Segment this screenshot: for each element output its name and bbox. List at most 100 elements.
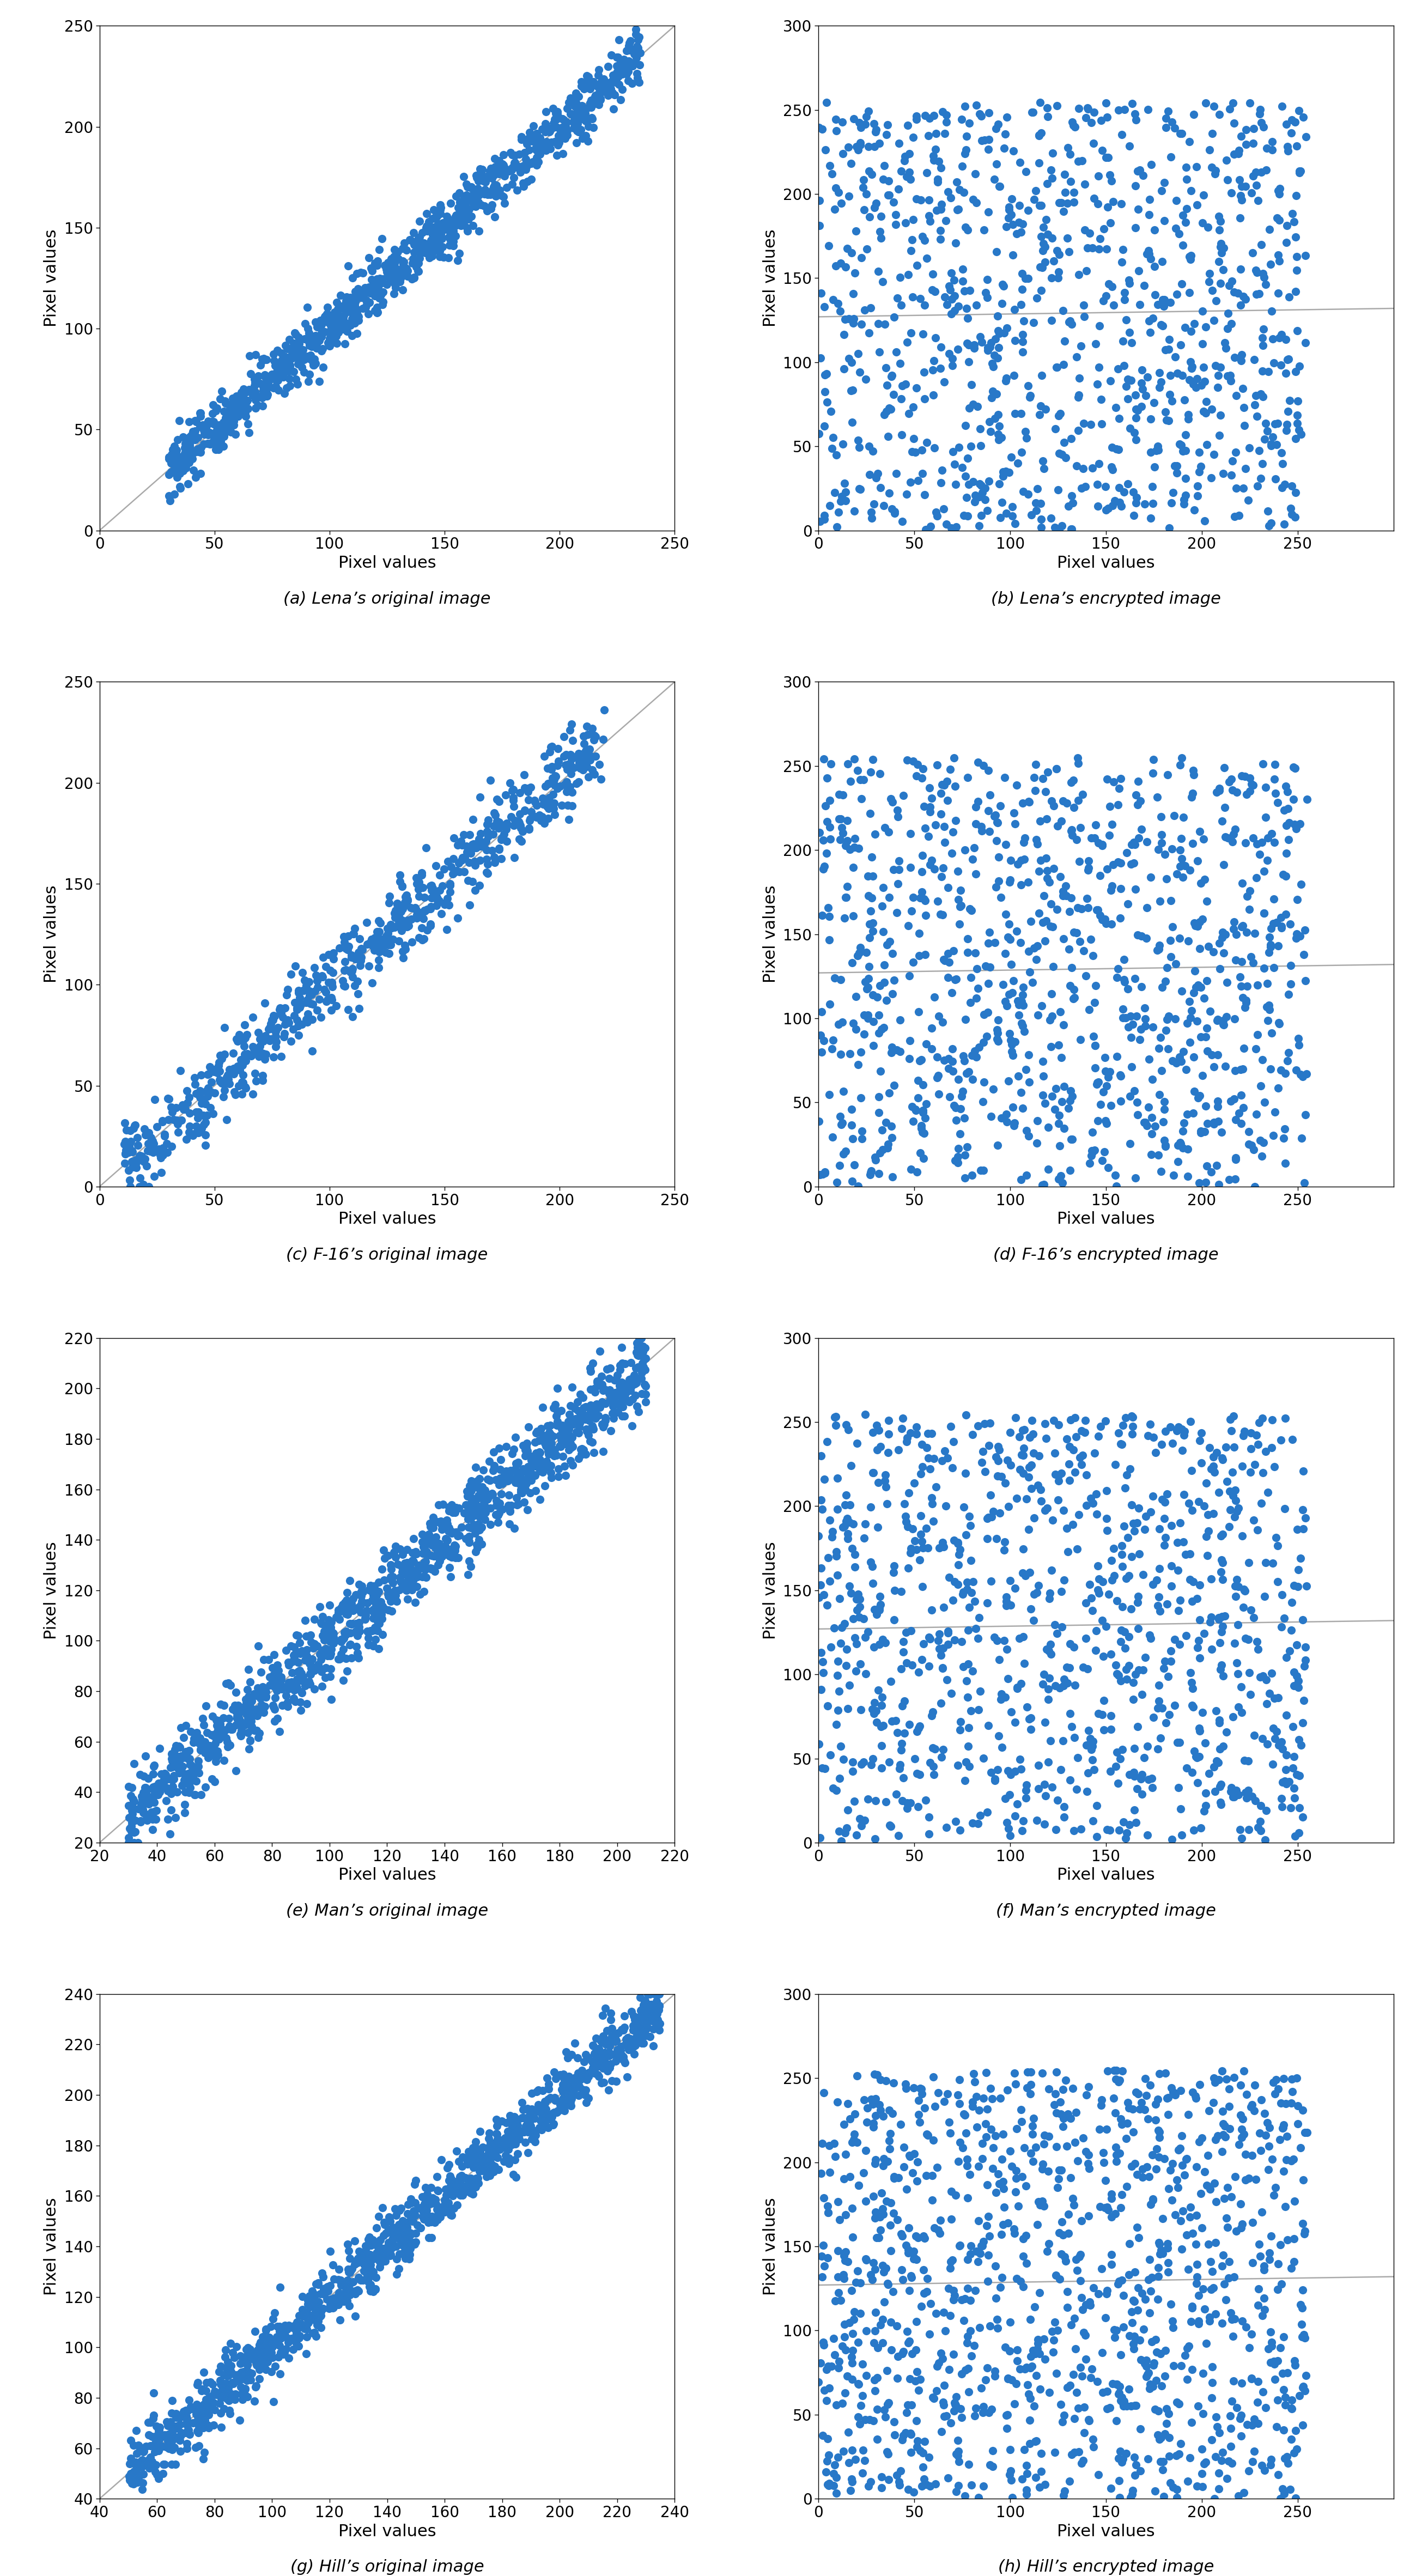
Point — [906, 744, 929, 786]
Point — [583, 82, 606, 124]
Point — [1274, 1749, 1297, 1790]
Point — [919, 1448, 941, 1489]
Point — [875, 113, 897, 155]
Point — [395, 2221, 418, 2262]
Point — [1082, 935, 1105, 976]
Point — [563, 82, 586, 124]
Point — [464, 1466, 486, 1507]
Point — [1092, 209, 1115, 250]
Point — [1140, 1133, 1163, 1175]
Point — [899, 312, 921, 353]
Point — [456, 2159, 479, 2200]
Point — [1015, 1765, 1038, 1806]
Point — [990, 1455, 1012, 1497]
Point — [373, 245, 395, 286]
Point — [1223, 2298, 1246, 2339]
Point — [176, 2409, 199, 2450]
Point — [1204, 2182, 1227, 2223]
Point — [1261, 2138, 1284, 2179]
Point — [607, 36, 630, 77]
Point — [1109, 1620, 1132, 1662]
Point — [1125, 206, 1148, 247]
Point — [1014, 258, 1037, 299]
Point — [1082, 2267, 1105, 2308]
Point — [1125, 2445, 1148, 2486]
Point — [1003, 2383, 1025, 2424]
Point — [1187, 2300, 1210, 2342]
Point — [286, 2311, 309, 2352]
Point — [513, 2123, 536, 2164]
Point — [913, 806, 936, 848]
Point — [286, 1667, 309, 1708]
Point — [411, 1522, 434, 1564]
Point — [1253, 258, 1276, 299]
Point — [589, 64, 611, 106]
Point — [822, 2465, 845, 2506]
Point — [1277, 126, 1300, 167]
Point — [1196, 961, 1219, 1002]
Point — [1219, 1471, 1241, 1512]
Point — [198, 2393, 220, 2434]
Point — [812, 2177, 835, 2218]
Point — [937, 2102, 960, 2143]
Point — [438, 1507, 461, 1548]
Point — [573, 724, 596, 765]
Point — [567, 734, 590, 775]
Point — [1125, 100, 1148, 142]
Point — [946, 191, 968, 232]
Point — [220, 392, 243, 433]
Point — [879, 389, 902, 430]
Point — [914, 933, 937, 974]
Point — [948, 2226, 971, 2267]
Point — [567, 100, 590, 142]
Point — [317, 1600, 340, 1641]
Point — [815, 353, 838, 394]
Point — [816, 2192, 839, 2233]
Point — [314, 299, 337, 340]
Point — [985, 1018, 1008, 1059]
Point — [165, 2406, 188, 2447]
Point — [1037, 88, 1059, 129]
Point — [287, 1651, 310, 1692]
Point — [1221, 1777, 1244, 1819]
Point — [1290, 2285, 1313, 2326]
Point — [1156, 2228, 1179, 2269]
Point — [405, 1566, 428, 1607]
Point — [198, 1726, 220, 1767]
Point — [1224, 1481, 1247, 1522]
Point — [1194, 1084, 1217, 1126]
Point — [975, 1015, 998, 1056]
Point — [1128, 1533, 1150, 1574]
Point — [584, 737, 607, 778]
Point — [363, 1597, 385, 1638]
Point — [532, 1417, 555, 1458]
Point — [493, 155, 516, 196]
Point — [560, 93, 583, 134]
Point — [287, 2295, 310, 2336]
Point — [933, 806, 956, 848]
Point — [1032, 876, 1055, 917]
Point — [505, 1443, 528, 1484]
Point — [919, 201, 941, 242]
Point — [1133, 999, 1156, 1041]
Point — [1032, 448, 1055, 489]
Point — [201, 422, 223, 464]
Point — [1270, 1777, 1293, 1819]
Point — [1008, 1417, 1031, 1458]
Point — [1196, 425, 1219, 466]
Point — [425, 227, 448, 268]
Point — [836, 866, 859, 907]
Point — [569, 734, 592, 775]
Point — [819, 819, 842, 860]
Point — [1101, 448, 1123, 489]
Point — [1207, 2468, 1230, 2509]
Point — [1203, 2164, 1226, 2205]
Point — [383, 260, 405, 301]
Point — [961, 1036, 984, 1077]
Point — [573, 1399, 596, 1440]
Point — [502, 770, 525, 811]
Point — [1203, 1747, 1226, 1788]
Point — [997, 1659, 1020, 1700]
Point — [1250, 103, 1273, 144]
Point — [151, 1131, 173, 1172]
